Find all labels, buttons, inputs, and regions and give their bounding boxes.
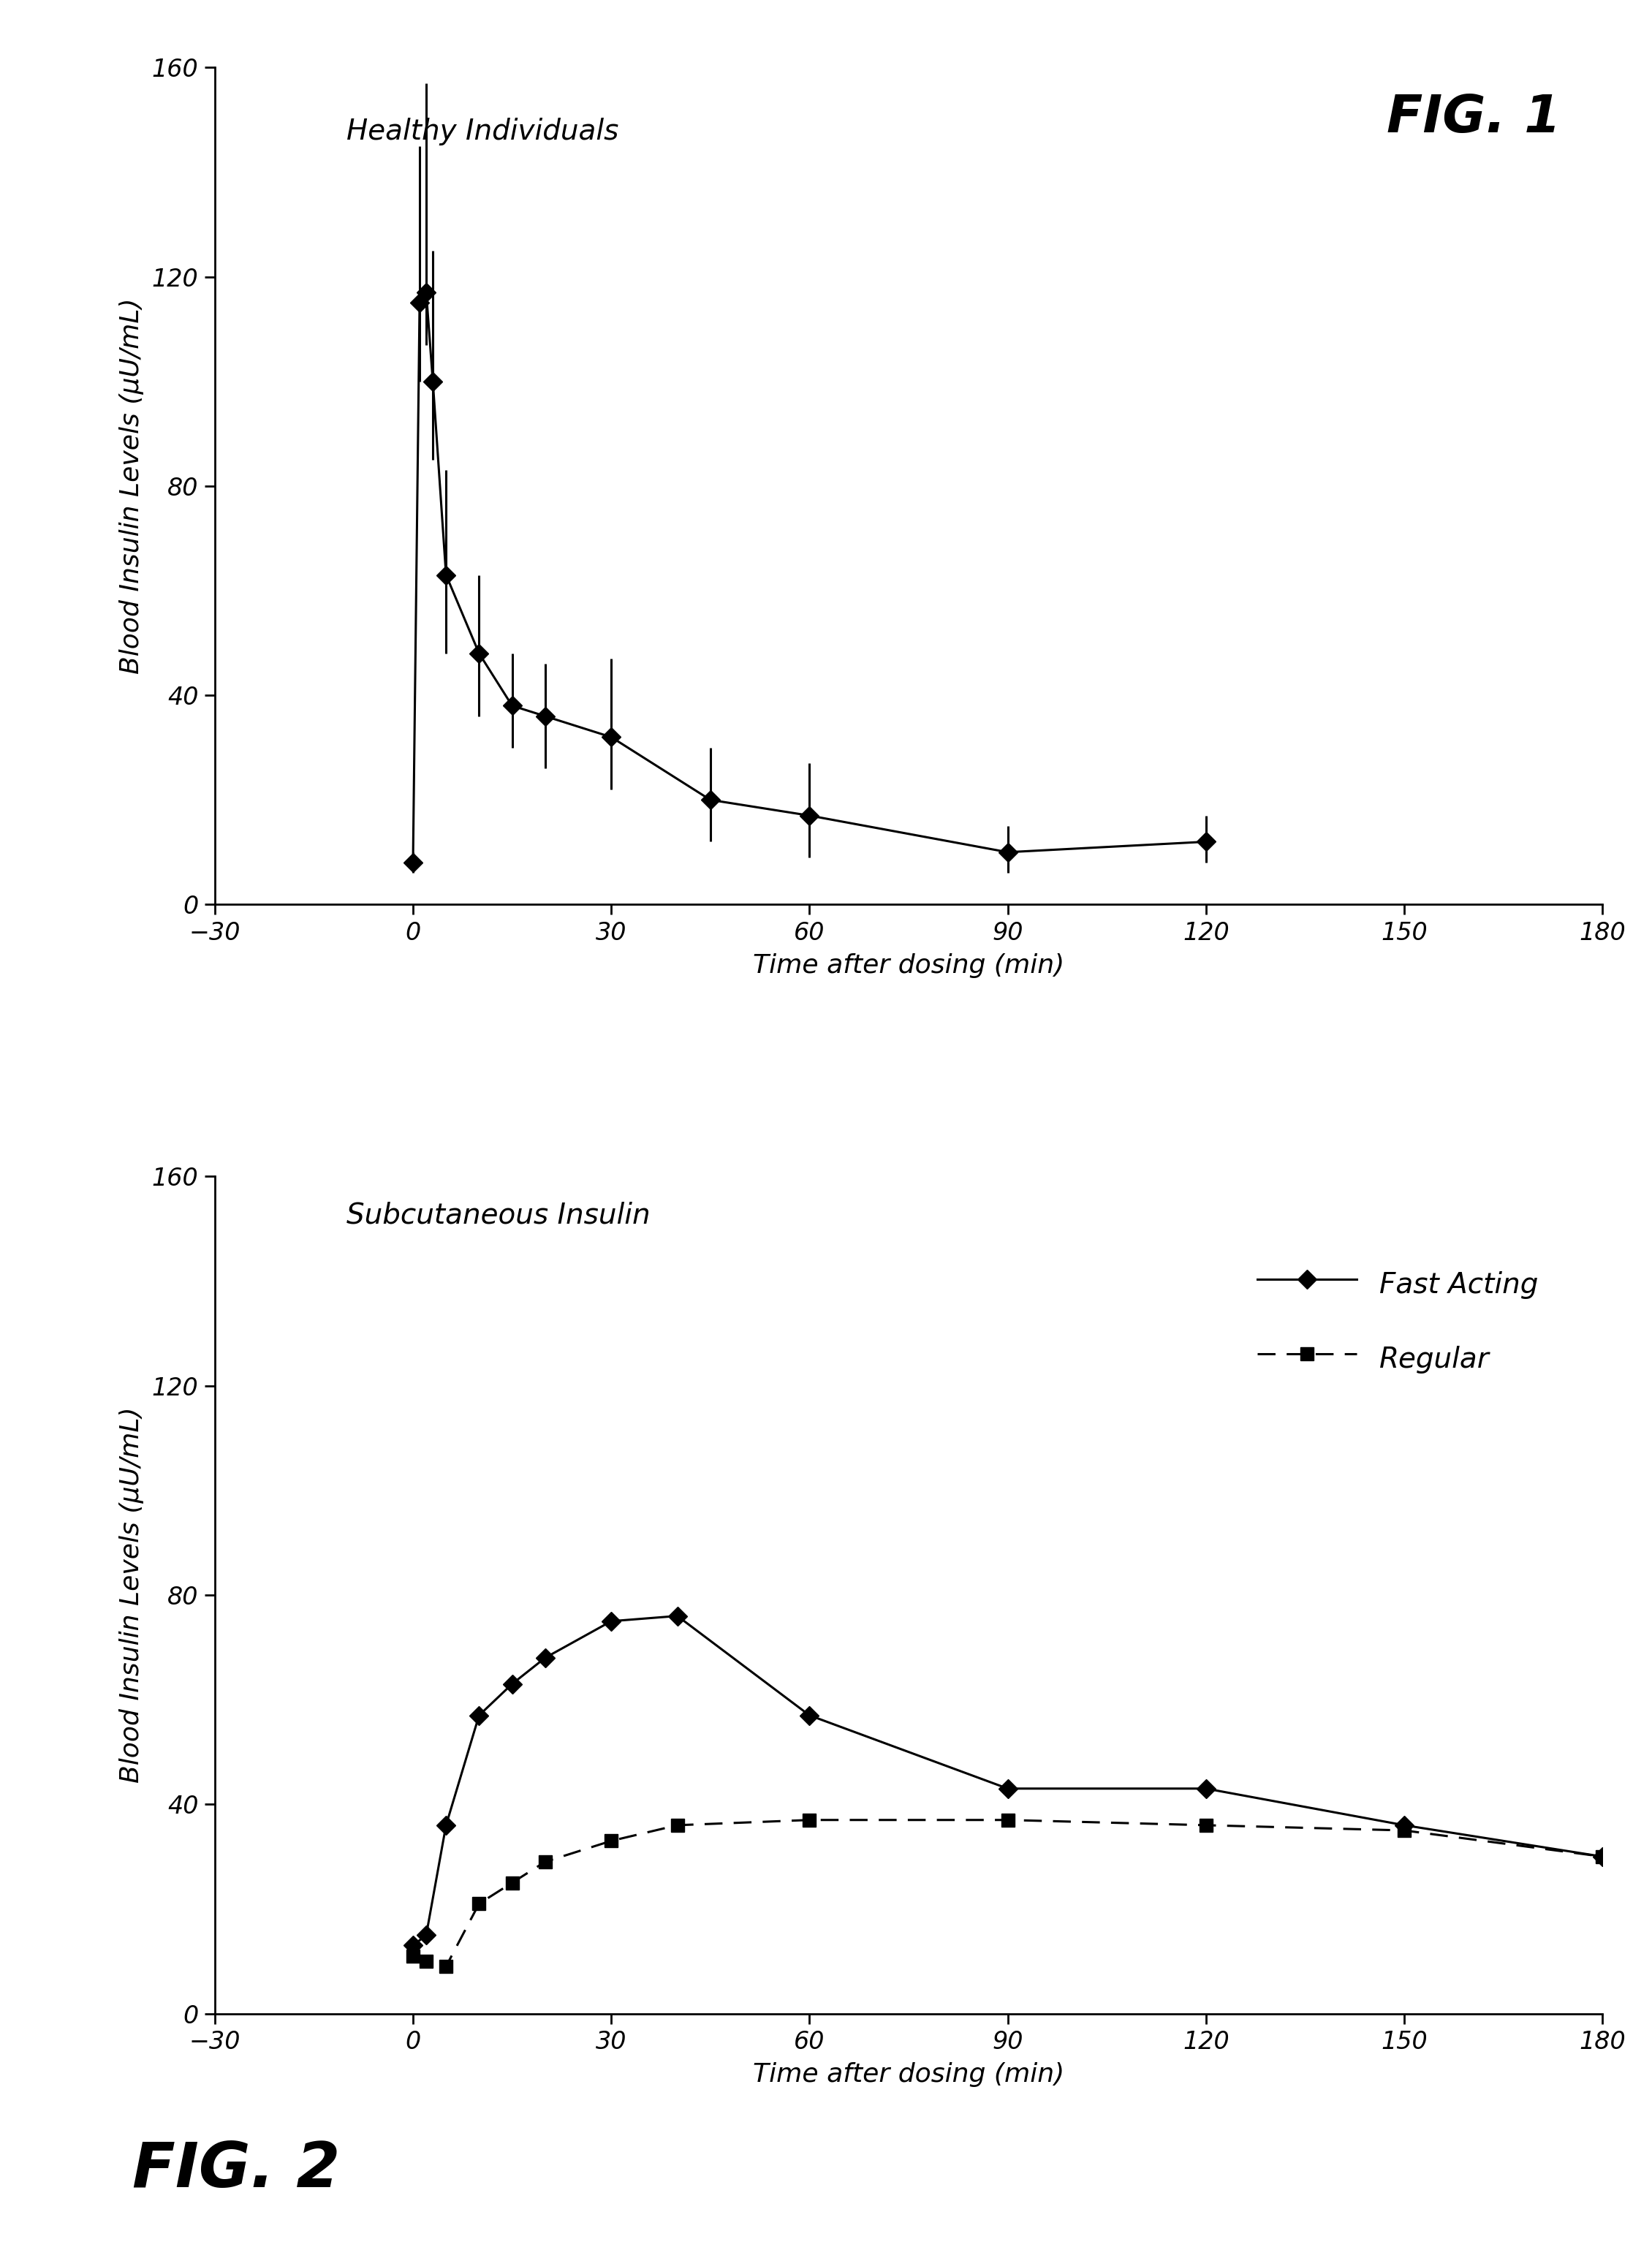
Regular xyxy=(1196,1811,1216,1838)
Regular xyxy=(1394,1818,1414,1845)
Regular xyxy=(1593,1843,1612,1870)
Fast Acting xyxy=(416,1922,436,1949)
Regular xyxy=(535,1847,555,1874)
Fast Acting xyxy=(403,1933,423,1960)
Fast Acting xyxy=(502,1670,522,1697)
Legend: Fast Acting, Regular: Fast Acting, Regular xyxy=(1249,1258,1546,1384)
Regular xyxy=(416,1948,436,1976)
X-axis label: Time after dosing (min): Time after dosing (min) xyxy=(753,2061,1064,2086)
Fast Acting xyxy=(1196,1775,1216,1802)
Text: FIG. 2: FIG. 2 xyxy=(132,2140,340,2200)
Line: Regular: Regular xyxy=(406,1814,1609,1973)
Regular xyxy=(601,1827,621,1854)
Regular xyxy=(502,1870,522,1897)
Text: Subcutaneous Insulin: Subcutaneous Insulin xyxy=(347,1202,651,1229)
Fast Acting xyxy=(469,1701,489,1728)
Fast Acting xyxy=(998,1775,1018,1802)
Regular xyxy=(403,1942,423,1969)
Fast Acting xyxy=(800,1701,819,1728)
Regular xyxy=(469,1890,489,1917)
Fast Acting xyxy=(436,1811,456,1838)
Text: Healthy Individuals: Healthy Individuals xyxy=(347,117,620,146)
Regular xyxy=(800,1807,819,1834)
Line: Fast Acting: Fast Acting xyxy=(406,1609,1609,1953)
Y-axis label: Blood Insulin Levels (µU/mL): Blood Insulin Levels (µU/mL) xyxy=(119,297,144,675)
Regular xyxy=(436,1953,456,1980)
Text: FIG. 1: FIG. 1 xyxy=(1386,92,1561,144)
Y-axis label: Blood Insulin Levels (µU/mL): Blood Insulin Levels (µU/mL) xyxy=(119,1406,144,1782)
Fast Acting xyxy=(535,1645,555,1672)
Fast Acting xyxy=(667,1602,687,1629)
Fast Acting xyxy=(1394,1811,1414,1838)
X-axis label: Time after dosing (min): Time after dosing (min) xyxy=(753,954,1064,979)
Fast Acting xyxy=(601,1609,621,1636)
Regular xyxy=(998,1807,1018,1834)
Fast Acting xyxy=(1593,1843,1612,1870)
Regular xyxy=(667,1811,687,1838)
